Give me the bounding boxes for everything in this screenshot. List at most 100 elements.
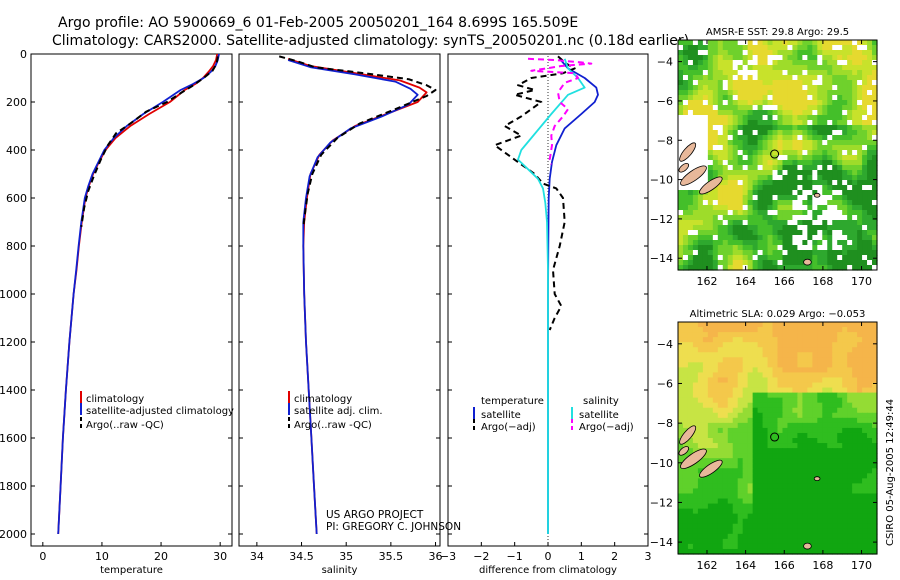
map-cell — [837, 60, 843, 66]
map-cell — [687, 483, 694, 490]
map-cell — [678, 352, 684, 358]
map-cell — [752, 422, 759, 429]
map-cell — [797, 40, 803, 46]
map-cell — [732, 518, 739, 525]
map-cell — [722, 160, 729, 166]
map-cell — [872, 392, 878, 399]
map-cell — [752, 478, 759, 484]
map-cell — [857, 135, 863, 141]
map-cell — [697, 478, 704, 484]
map-cell — [717, 220, 724, 226]
map-cell — [772, 190, 779, 196]
map-cell — [722, 478, 729, 484]
map-cell — [727, 140, 734, 146]
map-cell — [707, 145, 714, 151]
map-cell — [802, 60, 808, 66]
map-cell — [872, 443, 878, 449]
map-cell — [822, 145, 828, 151]
map-cell — [722, 195, 729, 201]
map-cell — [862, 260, 868, 266]
map-cell — [752, 538, 759, 545]
map-cell — [742, 50, 749, 56]
map-cell — [687, 240, 694, 246]
map-cell — [857, 518, 863, 525]
map-cell — [862, 367, 868, 374]
map-cell — [777, 65, 784, 71]
map-cell — [787, 175, 794, 181]
map-cell — [717, 382, 724, 389]
map-cell — [707, 195, 714, 201]
map-cell — [777, 347, 784, 353]
map-cell — [727, 265, 734, 271]
map-cell — [707, 140, 714, 146]
map-cell — [827, 120, 833, 126]
map-cell — [817, 80, 823, 86]
map-cell — [702, 95, 709, 101]
map-cell — [832, 543, 838, 550]
map-cell — [732, 180, 739, 186]
map-cell — [678, 60, 684, 66]
map-cell — [837, 432, 843, 439]
map-cell — [682, 503, 689, 510]
map-cell — [787, 548, 794, 555]
map-cell — [812, 412, 818, 419]
map-cell — [697, 185, 704, 191]
map-cell — [752, 518, 759, 525]
map-cell — [857, 458, 863, 464]
map-cell — [832, 332, 838, 338]
map-cell — [678, 483, 684, 490]
map-cell — [732, 210, 739, 216]
map-cell — [767, 120, 774, 126]
map-cell — [732, 115, 739, 121]
map-cell — [687, 503, 694, 510]
map-cell — [832, 135, 838, 141]
map-cell — [787, 45, 794, 51]
map-cell — [812, 417, 818, 424]
map-cell — [727, 85, 734, 91]
map-cell — [812, 528, 818, 535]
map-cell — [712, 352, 719, 358]
map-cell — [772, 75, 779, 81]
map-cell — [842, 478, 848, 484]
map-cell — [772, 518, 779, 525]
map-cell — [837, 443, 843, 449]
map-cell — [722, 180, 729, 186]
map-cell — [732, 448, 739, 454]
map-cell — [767, 468, 774, 474]
map-cell — [712, 230, 719, 236]
map-cell — [797, 130, 803, 136]
map-cell — [767, 498, 774, 505]
map-cell — [772, 55, 779, 61]
map-cell — [832, 548, 838, 555]
map-cell — [872, 382, 878, 389]
map-cell — [742, 45, 749, 51]
map-cell — [697, 397, 704, 404]
map-cell — [722, 417, 729, 424]
map-cell — [678, 130, 684, 136]
map-cell — [702, 120, 709, 126]
map-cell — [852, 417, 858, 424]
map-cell — [817, 478, 823, 484]
map-cell — [842, 392, 848, 399]
map-cell — [687, 225, 694, 231]
map-cell — [762, 200, 769, 206]
map-cell — [692, 463, 699, 469]
map-cell — [767, 322, 774, 328]
map-cell — [817, 40, 823, 46]
map-cell — [782, 448, 789, 454]
map-cell — [867, 215, 873, 221]
map-cell — [692, 85, 699, 91]
map-cell — [712, 95, 719, 101]
map-cell — [722, 342, 729, 348]
map-cell — [717, 543, 724, 550]
map-cell — [742, 337, 749, 343]
map-cell — [862, 40, 868, 46]
map-cell — [752, 448, 759, 454]
map-cell — [727, 332, 734, 338]
map-cell — [782, 392, 789, 399]
map-cell — [812, 483, 818, 490]
map-cell — [857, 397, 863, 404]
map-cell — [797, 327, 803, 333]
map-cell — [762, 453, 769, 459]
map-cell — [712, 235, 719, 241]
